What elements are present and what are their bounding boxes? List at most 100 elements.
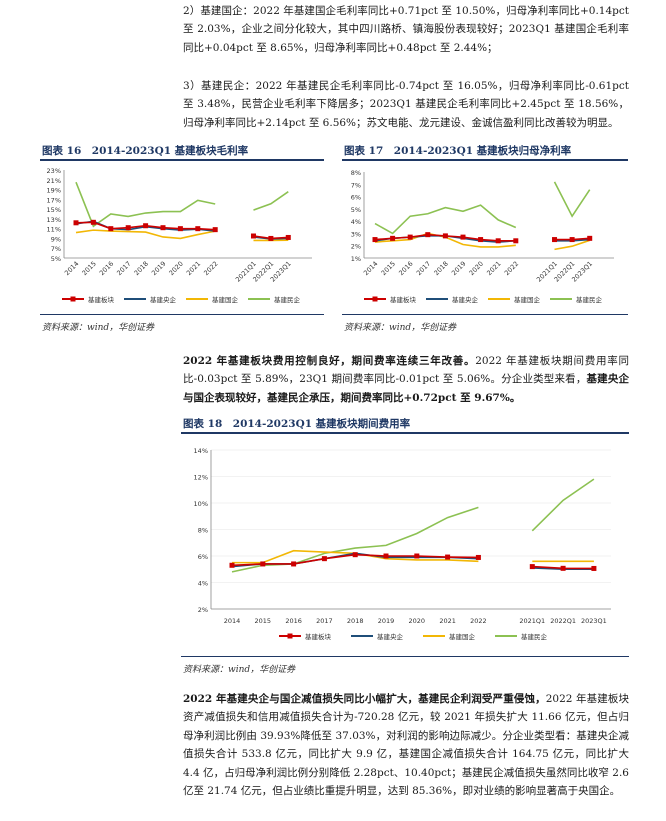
data-point-marker <box>529 564 535 570</box>
y-tick-label: 6% <box>198 553 208 561</box>
paragraph-text: 2022 年基建板块期间费用率同比-0.03pct 至 5.89%，23Q1 期… <box>183 355 629 386</box>
data-point-marker <box>90 219 96 225</box>
y-tick-label: 19% <box>47 187 61 195</box>
x-tick-label: 2015 <box>255 617 272 625</box>
x-tick-label: 2016 <box>98 260 115 277</box>
data-point-marker <box>260 561 266 567</box>
y-tick-label: 9% <box>51 235 61 243</box>
legend-label: 基建央企 <box>150 295 177 304</box>
data-point-marker <box>425 232 431 238</box>
data-point-marker <box>552 237 558 243</box>
y-tick-label: 3% <box>351 230 361 238</box>
y-tick-label: 12% <box>194 474 208 482</box>
legend-marker <box>372 296 378 302</box>
x-tick-label: 2014 <box>63 260 80 277</box>
data-point-marker <box>321 556 327 562</box>
legend-label: 基建民企 <box>274 295 301 304</box>
x-tick-label: 2022 <box>503 260 520 277</box>
y-tick-label: 2% <box>351 243 361 251</box>
legend-label: 基建板块 <box>88 295 115 304</box>
data-point-marker <box>460 234 466 240</box>
figure-18-title: 图表 18 2014-2023Q1 基建板块期间费用率 <box>183 418 411 430</box>
y-tick-label: 6% <box>351 194 361 202</box>
series-line-private <box>553 181 591 218</box>
y-tick-label: 8% <box>198 527 208 535</box>
data-point-marker <box>390 235 396 241</box>
y-tick-label: 23% <box>47 167 61 175</box>
legend-label: 基建国企 <box>212 295 239 304</box>
y-tick-label: 11% <box>47 226 61 234</box>
data-point-marker <box>352 552 358 558</box>
legend-label: 基建央企 <box>452 295 479 304</box>
paragraph-expense-ratio: 2022 年基建板块费用控制良好，期间费率连续三年改善。2022 年基建板块期间… <box>183 352 629 407</box>
data-point-marker <box>108 226 114 232</box>
x-tick-label: 2015 <box>80 260 97 277</box>
series-line-private <box>531 478 595 532</box>
legend-label: 基建民企 <box>576 295 603 304</box>
figure-17-chart: 1% 2% 3% 4% 5% 6% 7% 8% 2014 2015 2016 2017 2018 2019… <box>351 169 614 304</box>
figure-18-rule <box>181 432 629 434</box>
data-point-marker <box>513 238 519 244</box>
data-point-marker <box>383 553 389 559</box>
data-point-marker <box>372 237 378 243</box>
x-tick-label: 2017 <box>115 260 132 277</box>
data-point-marker <box>195 226 201 232</box>
x-tick-label: 2017 <box>316 617 333 625</box>
series-line-private <box>253 191 289 211</box>
paragraph-state-enterprises: 2）基建国企：2022 年基建国企毛利率同比+0.71pct 至 10.50%，… <box>183 2 629 57</box>
x-tick-label: 2021 <box>485 260 502 277</box>
figure-17-rule <box>342 159 628 161</box>
data-point-marker <box>442 233 448 239</box>
figure-16-chart: 5%7%9%11%13%15%17%19%21%23%2014 2015 2016 2… <box>47 167 312 304</box>
x-tick-label: 2022 <box>470 617 487 625</box>
y-tick-label: 7% <box>51 245 61 253</box>
data-point-marker <box>73 220 79 226</box>
series-line-private <box>374 204 517 235</box>
x-tick-label: 2018 <box>432 260 449 277</box>
paragraph-private-enterprises: 3）基建民企：2022 年基建民企毛利率同比-0.74pct 至 16.05%，… <box>183 77 629 132</box>
data-point-marker <box>268 235 274 241</box>
figure-18-chart: 2% 4% 6% 8% 10% 12% 14% 2014 2015 2016 2017 2018 201… <box>194 447 611 641</box>
data-point-marker <box>495 238 501 244</box>
legend-label: 基建国企 <box>514 295 541 304</box>
x-tick-label: 2021 <box>185 260 202 277</box>
x-tick-label: 2020 <box>167 260 184 277</box>
y-tick-label: 1% <box>351 255 361 263</box>
paragraph-bold-lead: 2022 年基建央企与国企减值损失同比小幅扩大，基建民企利润受严重侵蚀， <box>183 693 546 705</box>
x-tick-label: 2015 <box>380 260 397 277</box>
figure-16-source: 资料来源：wind，华创证券 <box>42 323 155 333</box>
figure-18-bottom-rule <box>181 656 629 657</box>
data-point-marker <box>285 234 291 240</box>
series-line-private <box>75 181 216 228</box>
data-point-marker <box>291 561 297 567</box>
y-tick-label: 10% <box>194 500 208 508</box>
x-tick-label: 2020 <box>468 260 485 277</box>
y-tick-label: 4% <box>198 580 208 588</box>
x-tick-label: 2019 <box>378 617 395 625</box>
legend-label: 基建央企 <box>377 632 404 641</box>
data-point-marker <box>569 237 575 243</box>
y-tick-label: 8% <box>351 169 361 177</box>
figure-16-rule <box>40 159 324 161</box>
series-line-state <box>554 239 590 251</box>
paragraph-impairment: 2022 年基建央企与国企减值损失同比小幅扩大，基建民企利润受严重侵蚀，2022… <box>183 690 629 800</box>
x-tick-label: 2023Q1 <box>581 617 607 625</box>
x-tick-label: 2018 <box>347 617 364 625</box>
data-point-marker <box>125 225 131 231</box>
legend-marker <box>70 296 76 302</box>
data-point-marker <box>414 553 420 559</box>
figure-17-bottom-rule <box>342 314 628 315</box>
data-point-marker <box>560 565 566 571</box>
data-point-marker <box>478 237 484 243</box>
x-tick-label: 2019 <box>150 260 167 277</box>
paragraph-text: 3）基建民企：2022 年基建民企毛利率同比-0.74pct 至 16.05%，… <box>183 80 629 129</box>
x-tick-label: 2014 <box>362 260 379 277</box>
data-point-marker <box>177 226 183 232</box>
x-tick-label: 2020 <box>409 617 426 625</box>
series-line-private <box>231 506 479 573</box>
x-tick-label: 2017 <box>415 260 432 277</box>
data-point-marker <box>143 223 149 229</box>
data-point-marker <box>407 234 413 240</box>
y-tick-label: 2% <box>198 606 208 614</box>
x-tick-label: 2021 <box>439 617 456 625</box>
